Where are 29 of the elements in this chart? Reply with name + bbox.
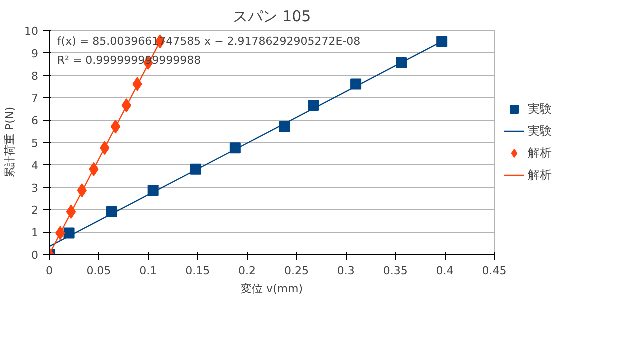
x-tick-label: 0.4: [436, 264, 454, 278]
y-tick-label: 10: [24, 25, 39, 38]
legend-label: 解析: [528, 144, 552, 162]
x-tick-label: 0.05: [86, 264, 112, 278]
y-tick-label: 1: [32, 226, 38, 240]
y-tick-label: 4: [32, 159, 38, 172]
legend-label: 実験: [528, 100, 552, 118]
y-tick-label: 9: [32, 47, 38, 60]
x-axis-title: 変位 v(mm): [240, 282, 304, 296]
y-tick-label: 3: [32, 182, 38, 195]
x-tick-label: 0: [46, 264, 53, 278]
x-tick-label: 0.15: [186, 264, 210, 278]
legend-label: 実験: [528, 122, 552, 140]
y-tick-label: 7: [32, 92, 38, 106]
point: [436, 36, 448, 48]
x-tick-label: 0.1: [140, 264, 158, 278]
x-tick-label: 0.45: [482, 264, 507, 278]
x-tick-label: 0.2: [238, 264, 256, 278]
y-tick-label: 2: [32, 204, 38, 218]
legend-label: 解析: [528, 166, 552, 184]
y-tick-label: 5: [32, 137, 38, 150]
x-tick-label: 0.3: [337, 264, 355, 278]
y-tick-label: 8: [32, 70, 38, 83]
y-tick-label: 0: [32, 249, 38, 262]
x-tick-label: 0.25: [284, 264, 309, 278]
chart-title: スパン 105: [232, 8, 312, 26]
y-tick-label: 6: [32, 114, 38, 128]
x-tick-label: 0.35: [383, 264, 408, 278]
y-axis-title: 累計荷重 P(N): [4, 107, 17, 178]
